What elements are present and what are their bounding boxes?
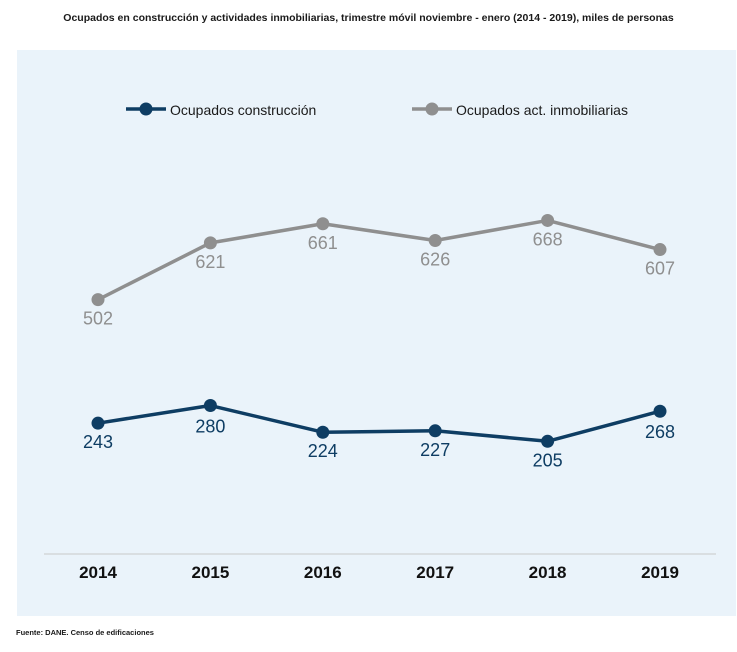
data-point xyxy=(316,217,330,231)
data-label: 268 xyxy=(645,422,675,442)
data-label: 280 xyxy=(195,417,225,437)
data-label: 661 xyxy=(308,233,338,253)
data-point xyxy=(653,404,667,418)
x-tick-label-2017: 2017 xyxy=(416,563,454,582)
data-point xyxy=(541,213,555,227)
legend-item-construccion: Ocupados construcción xyxy=(126,102,316,118)
x-tick-label-2016: 2016 xyxy=(304,563,342,582)
x-tick-label-2019: 2019 xyxy=(641,563,679,582)
x-tick-label-2014: 2014 xyxy=(79,563,117,582)
series-construccion: 243 280 224 227 205 268 xyxy=(83,399,675,470)
x-tick-labels: 2014 2015 2016 2017 2018 2019 xyxy=(79,563,679,582)
data-label: 502 xyxy=(83,309,113,329)
data-label: 224 xyxy=(308,441,338,461)
legend: Ocupados construcción Ocupados act. inmob… xyxy=(126,102,628,118)
data-label: 621 xyxy=(195,252,225,272)
data-point xyxy=(316,425,330,439)
source-note: Fuente: DANE. Censo de edificaciones xyxy=(16,628,154,637)
chart-title: Ocupados en construcción y actividades i… xyxy=(63,12,674,24)
legend-swatch-marker xyxy=(139,102,153,116)
legend-item-inmobiliarias: Ocupados act. inmobiliarias xyxy=(412,102,628,118)
series-line xyxy=(97,403,661,444)
data-label: 668 xyxy=(533,229,563,249)
series-line xyxy=(97,218,661,302)
data-point xyxy=(541,434,555,448)
data-point xyxy=(203,236,217,250)
data-point xyxy=(428,233,442,247)
chart-panel xyxy=(17,50,736,616)
data-label: 607 xyxy=(645,259,675,279)
data-point xyxy=(91,416,105,430)
series-inmobiliarias: 502 621 661 626 668 607 xyxy=(83,213,675,329)
x-tick-label-2018: 2018 xyxy=(529,563,567,582)
legend-label: Ocupados act. inmobiliarias xyxy=(456,102,628,118)
data-label: 227 xyxy=(420,440,450,460)
series-group: 243 280 224 227 205 268 502 621 661 626 668 607 xyxy=(83,213,675,470)
x-tick-label-2015: 2015 xyxy=(191,563,229,582)
data-point xyxy=(428,424,442,438)
data-point xyxy=(91,293,105,307)
data-label: 626 xyxy=(420,249,450,269)
legend-label: Ocupados construcción xyxy=(170,102,316,118)
data-label: 205 xyxy=(533,450,563,470)
legend-swatch-marker xyxy=(425,102,439,116)
data-point xyxy=(203,399,217,413)
data-point xyxy=(653,243,667,257)
data-label: 243 xyxy=(83,432,113,452)
